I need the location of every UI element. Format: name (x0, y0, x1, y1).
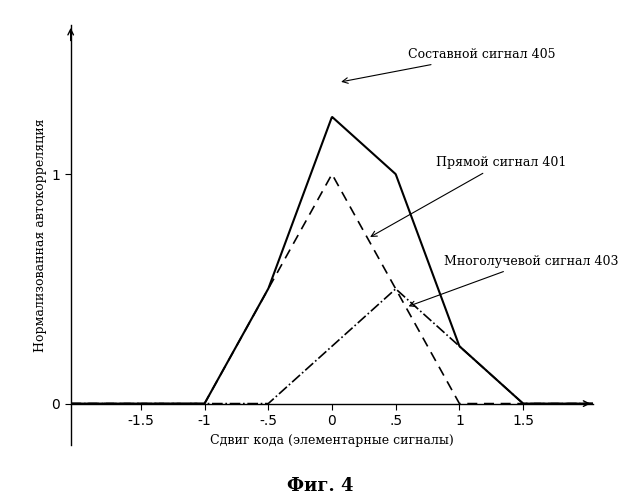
Text: Многолучевой сигнал 403: Многолучевой сигнал 403 (410, 255, 619, 306)
X-axis label: Сдвиг кода (элементарные сигналы): Сдвиг кода (элементарные сигналы) (210, 434, 454, 446)
Y-axis label: Нормализованная автокорреляция: Нормализованная автокорреляция (34, 118, 47, 352)
Text: Прямой сигнал 401: Прямой сигнал 401 (371, 156, 567, 236)
Text: Фиг. 4: Фиг. 4 (287, 477, 354, 495)
Text: Составной сигнал 405: Составной сигнал 405 (342, 48, 556, 84)
